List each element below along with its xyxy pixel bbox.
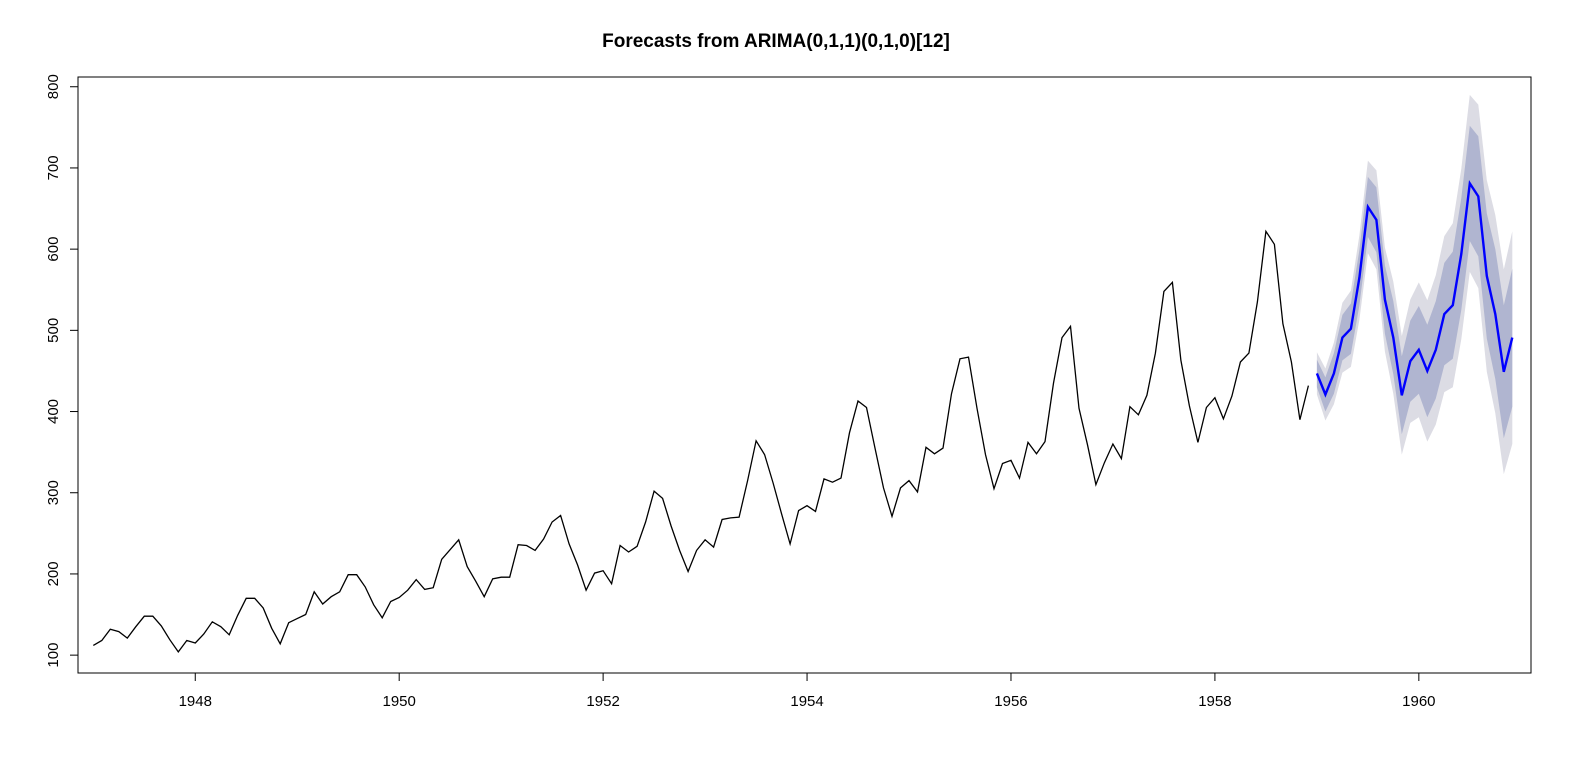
x-tick-label: 1956: [994, 693, 1027, 710]
y-tick-label: 200: [45, 561, 62, 586]
y-tick-label: 600: [45, 237, 62, 262]
x-tick-label: 1952: [586, 693, 619, 710]
interval-80-area: [1316, 125, 1513, 439]
y-axis: 100 200 300 400 500 600 700 800: [45, 74, 79, 668]
y-tick-label: 700: [45, 155, 62, 180]
y-tick-label: 300: [45, 480, 62, 505]
y-tick-label: 100: [45, 643, 62, 668]
history-line: [92, 229, 1310, 654]
history-series: [92, 229, 1310, 654]
x-tick-label: 1954: [790, 693, 823, 710]
x-tick-label: 1948: [179, 693, 212, 710]
forecast-series: [1315, 179, 1514, 398]
plot-frame: [77, 76, 1532, 674]
chart-title: Forecasts from ARIMA(0,1,1)(0,1,0)[12]: [602, 31, 950, 52]
x-tick-label: 1958: [1198, 693, 1231, 710]
x-tick-label: 1950: [383, 693, 416, 710]
x-axis: 1948 1950 1952 1954 1956 1958 1960: [179, 672, 1436, 710]
y-tick-label: 800: [45, 74, 62, 99]
x-tick-label: 1960: [1402, 693, 1435, 710]
prediction-interval-80-band: [1316, 125, 1513, 439]
y-tick-label: 400: [45, 399, 62, 424]
y-tick-label: 500: [45, 318, 62, 343]
forecast-mean-line: [1315, 179, 1514, 398]
